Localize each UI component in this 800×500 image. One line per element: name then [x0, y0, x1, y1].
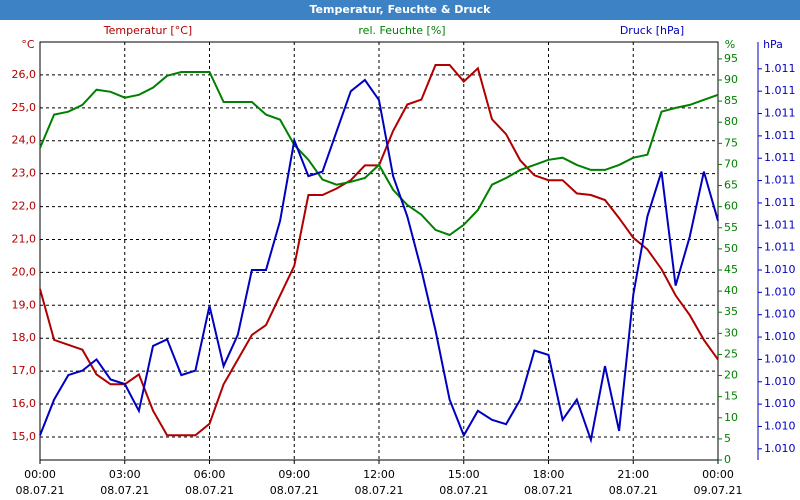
x-tick-label: 06:00 [194, 468, 226, 481]
x-tick-date: 08.07.21 [439, 484, 488, 497]
y-tick-label: 15,0 [12, 430, 37, 443]
y3-tick-label: 1.011 [764, 174, 796, 187]
y2-tick-label: 0 [724, 453, 731, 466]
y-tick-label: 25,0 [12, 101, 37, 114]
y3-tick-label: 1.010 [764, 375, 796, 388]
chart-title: Temperatur, Feuchte & Druck [310, 3, 492, 16]
y2-tick-label: 25 [724, 347, 738, 360]
y3-label: Druck [hPa] [620, 24, 684, 37]
y2-tick-label: 90 [724, 73, 738, 86]
y3-tick-label: 1.010 [764, 285, 796, 298]
x-tick-label: 15:00 [448, 468, 480, 481]
y2-tick-label: 30 [724, 326, 738, 339]
y2-tick-label: 85 [724, 94, 738, 107]
y2-tick-label: 45 [724, 263, 738, 276]
x-tick-label: 12:00 [363, 468, 395, 481]
x-tick-label: 09:00 [278, 468, 310, 481]
y3-tick-label: 1.011 [764, 218, 796, 231]
y2-tick-label: 5 [724, 432, 731, 445]
y2-label: rel. Feuchte [%] [358, 24, 445, 37]
y-tick-label: 19,0 [12, 298, 37, 311]
x-tick-date: 08.07.21 [609, 484, 658, 497]
y3-tick-label: 1.011 [764, 129, 796, 142]
y3-tick-label: 1.010 [764, 397, 796, 410]
x-tick-date: 08.07.21 [100, 484, 149, 497]
x-tick-date: 08.07.21 [524, 484, 573, 497]
x-tick-label: 18:00 [533, 468, 565, 481]
y3-tick-label: 1.011 [764, 196, 796, 209]
y3-tick-label: 1.010 [764, 352, 796, 365]
y2-tick-label: 55 [724, 221, 738, 234]
y3-tick-label: 1.011 [764, 62, 796, 75]
y-tick-label: 20,0 [12, 265, 37, 278]
y3-tick-label: 1.010 [764, 330, 796, 343]
x-tick-date: 09.07.21 [694, 484, 743, 497]
x-tick-label: 00:00 [24, 468, 56, 481]
y3-unit: hPa [763, 38, 783, 51]
y3-tick-label: 1.011 [764, 107, 796, 120]
title-bar [0, 0, 800, 20]
x-tick-date: 08.07.21 [270, 484, 319, 497]
y-tick-label: 21,0 [12, 232, 37, 245]
y2-tick-label: 95 [724, 52, 738, 65]
y3-tick-label: 1.010 [764, 442, 796, 455]
y-tick-label: 16,0 [12, 397, 37, 410]
y2-tick-label: 10 [724, 411, 738, 424]
series-line [39, 78, 719, 444]
y-tick-label: 17,0 [12, 364, 37, 377]
y3-tick-label: 1.011 [764, 84, 796, 97]
y2-tick-label: 70 [724, 157, 738, 170]
y2-tick-label: 20 [724, 369, 738, 382]
y2-tick-label: 40 [724, 284, 738, 297]
series-line [39, 71, 719, 237]
x-tick-date: 08.07.21 [16, 484, 65, 497]
y-tick-label: 23,0 [12, 167, 37, 180]
y-tick-label: 22,0 [12, 200, 37, 213]
y-tick-label: 26,0 [12, 68, 37, 81]
y2-unit: % [725, 38, 735, 51]
y2-tick-label: 35 [724, 305, 738, 318]
x-tick-date: 08.07.21 [185, 484, 234, 497]
y2-tick-label: 80 [724, 115, 738, 128]
x-tick-label: 00:00 [702, 468, 734, 481]
y-tick-label: 18,0 [12, 331, 37, 344]
y3-tick-label: 1.010 [764, 308, 796, 321]
y3-tick-label: 1.010 [764, 419, 796, 432]
x-tick-label: 03:00 [109, 468, 141, 481]
y3-tick-label: 1.011 [764, 241, 796, 254]
x-tick-label: 21:00 [617, 468, 649, 481]
x-tick-date: 08.07.21 [355, 484, 404, 497]
y3-tick-label: 1.010 [764, 263, 796, 276]
y2-tick-label: 60 [724, 200, 738, 213]
y2-tick-label: 75 [724, 136, 738, 149]
y-unit: °C [21, 38, 35, 51]
y2-tick-label: 50 [724, 242, 738, 255]
y-tick-label: 24,0 [12, 134, 37, 147]
y3-tick-label: 1.011 [764, 151, 796, 164]
y2-tick-label: 65 [724, 179, 738, 192]
y2-tick-label: 15 [724, 390, 738, 403]
y-label: Temperatur [°C] [103, 24, 192, 37]
